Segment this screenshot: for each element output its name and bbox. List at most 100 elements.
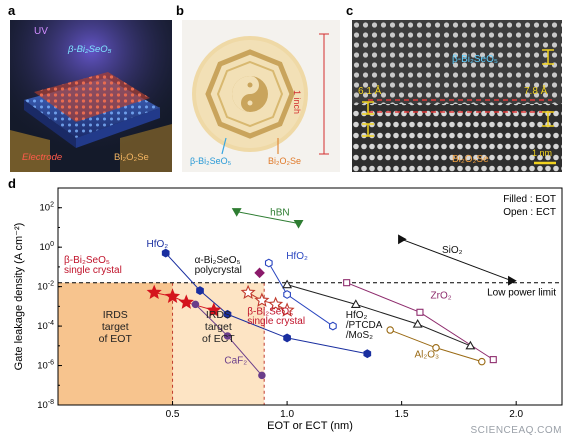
series-label-9: β-Bi₂SeO₅ [247,306,293,317]
right-spacing-label: 7.8 Å [524,86,548,97]
left-spacing-label: 6.1 Å [358,86,382,97]
series-9-point-1 [416,308,424,316]
series-label-12: /PTCDA [346,320,383,331]
series-7-point-1 [254,292,270,307]
irds-ect-label-line-2: of ECT [202,333,235,345]
x-tick-label: 2.0 [509,409,523,420]
legend-note-line: Open : ECT [503,207,556,218]
series-label-7: β-Bi₂SeO₅ [64,255,110,266]
series-6-point-0 [146,284,162,299]
series-10-point-0 [386,326,394,334]
series-8-point-0 [282,279,293,289]
series-label-15: Al₂O₃ [415,350,440,361]
series-0-line [236,211,299,225]
series-4-point-1 [223,332,232,340]
series-6-point-2 [178,294,194,309]
series-0-point-1 [293,219,304,229]
semiconductor-label: Bi₂O₂Se [268,156,301,166]
series-8-point-3 [465,340,476,350]
wafer-illustration [182,20,340,172]
panel-letter-d: d [8,176,16,191]
series-7-point-3 [279,302,295,317]
series-7-point-0 [240,284,256,299]
series-label-1: SiO₂ [442,245,463,256]
series-9-point-2 [489,356,497,364]
series-label-0: hBN [270,208,289,219]
series-1-point-0 [398,234,407,245]
panel-letter-a: a [8,3,16,18]
series-6-point-1 [165,288,181,303]
series-5-point-0 [254,267,265,279]
series-label-3: HfO₂ [286,251,308,262]
series-3-point-1 [283,290,291,299]
electrode-label: Electrode [22,152,63,163]
irds-eot-label-line-1: target [102,321,129,333]
stem-illustration [352,20,562,172]
series-3-point-2 [329,321,337,331]
panel-letter-c: c [346,3,354,18]
x-axis-label: EOT or ECT (nm) [267,420,353,432]
series-label-11: HfO₂ [346,310,368,321]
series-2-point-4 [363,349,372,359]
bottom-film-label: Bi₂O₂Se [452,154,489,165]
y-tick-label: 102 [40,202,55,214]
low-power-limit-label: Low power limit [487,288,556,299]
series-6-point-3 [206,302,222,317]
series-label-8: single crystal [64,265,122,276]
top-film-label: β-Bi₂SeO₅ [452,54,498,65]
top-layer-label: β-Bi₂SeO₅ [68,44,112,55]
irds-ect-label-line-1: target [205,321,232,333]
series-9-point-0 [343,279,351,287]
series-2-point-2 [223,309,232,319]
series-3-point-0 [264,258,273,268]
series-2-point-3 [283,333,291,343]
substrate-label: Bi₂O₂Se [114,152,149,163]
dielectric-label: β-Bi₂SeO₅ [190,156,232,166]
series-label-10: single crystal [247,316,305,327]
series-10-point-2 [478,357,486,366]
series-4-point-2 [258,371,266,380]
series-label-13: /MoS₂ [346,330,373,341]
irds-eot-region [58,282,173,405]
series-6-line [154,292,214,311]
series-7-point-2 [268,296,284,311]
series-0-point-0 [231,208,242,217]
wafer-photo: 1 inch β-Bi₂SeO₅ Bi₂O₂Se [182,20,340,172]
stem-image: β-Bi₂SeO₅ Bi₂O₂Se 6.1 Å 7.8 Å 1 nm [352,20,562,172]
series-8-line [286,284,471,347]
plot-frame [57,187,563,406]
y-tick-label: 10-2 [37,281,54,293]
schematic-illustration [10,20,172,172]
scalebar-label: 1 nm [532,148,553,158]
series-8-point-1 [350,299,361,308]
x-tick-label: 0.5 [166,409,180,420]
series-label-4: CaF₂ [224,356,247,367]
series-1-point-1 [508,275,517,286]
series-label-14: ZrO₂ [431,290,452,301]
y-tick-label: 10-8 [37,399,54,411]
irds-ect-label-line-0: IRDS [206,309,231,321]
series-8-point-2 [412,319,423,328]
x-tick-label: 1.5 [395,409,409,420]
y-tick-label: 10-4 [37,320,54,332]
irds-eot-label-line-2: of EOT [99,333,133,345]
series-10-point-1 [432,344,440,352]
legend-note-line: Filled : EOT [503,194,556,205]
y-axis-label: Gate leakage density (A cm⁻²) [13,223,25,371]
series-1-line [401,238,512,282]
series-2-point-1 [196,286,204,296]
credit-watermark: SCIENCEAQ.COM [470,425,562,436]
x-tick-label: 1.0 [280,409,294,420]
series-label-6: polycrystal [195,265,242,276]
series-label-2: HfO₂ [146,239,168,250]
series-2-point-0 [161,248,170,258]
series-label-5: α-Bi₂SeO₅ [195,255,241,266]
irds-eot-label-line-0: IRDS [103,309,128,321]
panel-letter-b: b [176,3,184,18]
uv-label: UV [34,26,48,37]
series-4-point-0 [191,300,200,309]
y-tick-label: 10-6 [37,360,54,372]
device-schematic: UV β-Bi₂SeO₅ Electrode Bi₂O₂Se [10,20,172,172]
y-tick-label: 100 [40,241,55,253]
